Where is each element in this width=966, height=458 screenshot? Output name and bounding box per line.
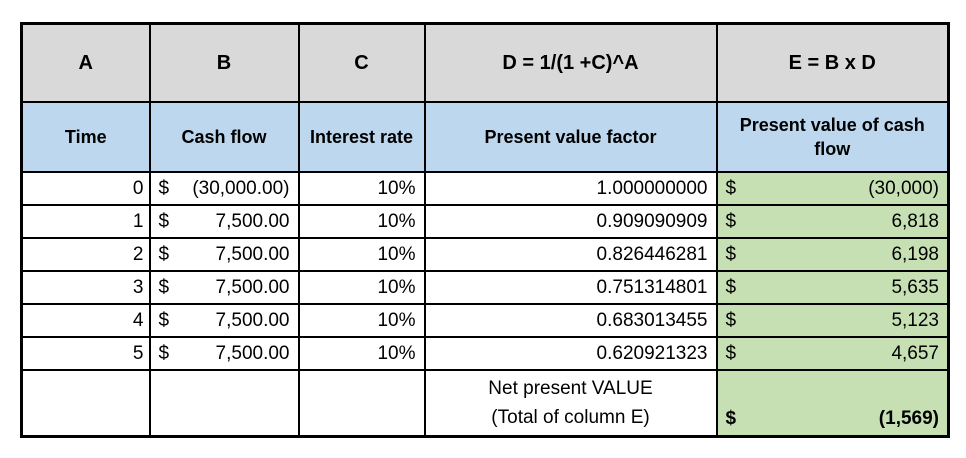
interest-rate-cell[interactable]: 10% [297,270,426,305]
header-time-cell[interactable]: Time [20,101,151,173]
currency-symbol: $ [725,309,737,331]
npv-total-amount: (1,569) [878,408,939,429]
cash-amount: (30,000.00) [192,177,290,199]
table-row: 4 $ 7,500.00 10% 0.683013455 $ 5,123 [20,303,950,338]
col-letter-c-cell[interactable]: C [297,22,426,103]
cash-flow-cell[interactable]: $ 7,500.00 [148,204,300,239]
pv-factor-cell[interactable]: 0.826446281 [423,237,718,272]
currency-symbol: $ [158,210,170,232]
col-formula-d-cell[interactable]: D = 1/(1 +C)^A [423,22,718,103]
pv-cash-cell[interactable]: $ (30,000) [715,171,950,206]
pv-factor-cell[interactable]: 1.000000000 [423,171,718,206]
formula-letter-row: A B C D = 1/(1 +C)^A E = B x D [20,22,950,103]
time-cell[interactable]: 0 [20,171,151,206]
empty-cell[interactable] [297,369,426,438]
currency-symbol: $ [725,243,737,265]
pv-cash-cell[interactable]: $ 6,198 [715,237,950,272]
interest-rate-cell[interactable]: 10% [297,303,426,338]
pv-factor-cell[interactable]: 0.751314801 [423,270,718,305]
time-cell[interactable]: 1 [20,204,151,239]
header-interest-rate-cell[interactable]: Interest rate [297,101,426,173]
time-cell[interactable]: 2 [20,237,151,272]
empty-cell[interactable] [20,369,151,438]
cash-flow-cell[interactable]: $ (30,000.00) [148,171,300,206]
npv-table: A B C D = 1/(1 +C)^A E = B x D Time Cash… [20,22,950,438]
time-cell[interactable]: 5 [20,336,151,371]
cash-amount: 7,500.00 [215,309,290,331]
pv-amount: 4,657 [891,342,939,364]
pv-amount: 6,818 [891,210,939,232]
pv-amount: 5,635 [891,276,939,298]
npv-total-row: Net present VALUE (Total of column E) $ … [20,369,950,438]
table-row: 2 $ 7,500.00 10% 0.826446281 $ 6,198 [20,237,950,272]
interest-rate-cell[interactable]: 10% [297,336,426,371]
cash-flow-cell[interactable]: $ 7,500.00 [148,237,300,272]
currency-symbol: $ [158,177,170,199]
pv-amount: (30,000) [868,177,939,199]
currency-symbol: $ [725,342,737,364]
interest-rate-cell[interactable]: 10% [297,237,426,272]
npv-value-cell[interactable]: $ (1,569) [715,369,950,438]
cash-flow-cell[interactable]: $ 7,500.00 [148,270,300,305]
interest-rate-cell[interactable]: 10% [297,171,426,206]
pv-factor-cell[interactable]: 0.683013455 [423,303,718,338]
time-cell[interactable]: 3 [20,270,151,305]
table-row: 1 $ 7,500.00 10% 0.909090909 $ 6,818 [20,204,950,239]
col-formula-e-cell[interactable]: E = B x D [715,22,950,103]
table-row: 3 $ 7,500.00 10% 0.751314801 $ 5,635 [20,270,950,305]
cash-flow-cell[interactable]: $ 7,500.00 [148,336,300,371]
currency-symbol: $ [725,177,737,199]
currency-symbol: $ [158,309,170,331]
cash-amount: 7,500.00 [215,210,290,232]
header-pv-cash-flow-cell[interactable]: Present value of cash flow [715,101,950,173]
time-cell[interactable]: 4 [20,303,151,338]
col-letter-b-cell[interactable]: B [148,22,300,103]
pv-factor-cell[interactable]: 0.909090909 [423,204,718,239]
cash-flow-cell[interactable]: $ 7,500.00 [148,303,300,338]
pv-factor-cell[interactable]: 0.620921323 [423,336,718,371]
col-letter-a-cell[interactable]: A [20,22,151,103]
currency-symbol: $ [158,276,170,298]
interest-rate-cell[interactable]: 10% [297,204,426,239]
header-pv-factor-cell[interactable]: Present value factor [423,101,718,173]
table-row: 5 $ 7,500.00 10% 0.620921323 $ 4,657 [20,336,950,371]
currency-symbol: $ [158,243,170,265]
npv-label-line-1: Net present VALUE [488,377,653,399]
pv-cash-cell[interactable]: $ 6,818 [715,204,950,239]
currency-symbol: $ [725,276,737,298]
cash-amount: 7,500.00 [215,342,290,364]
pv-amount: 6,198 [891,243,939,265]
cash-amount: 7,500.00 [215,243,290,265]
currency-symbol: $ [158,342,170,364]
column-header-row: Time Cash flow Interest rate Present val… [20,101,950,173]
pv-cash-cell[interactable]: $ 5,635 [715,270,950,305]
cash-amount: 7,500.00 [215,276,290,298]
pv-amount: 5,123 [891,309,939,331]
table-row: 0 $ (30,000.00) 10% 1.000000000 $ (30,00… [20,171,950,206]
npv-label-line-2: (Total of column E) [491,407,650,428]
pv-cash-cell[interactable]: $ 4,657 [715,336,950,371]
pv-cash-cell[interactable]: $ 5,123 [715,303,950,338]
header-cash-flow-cell[interactable]: Cash flow [148,101,300,173]
currency-symbol: $ [725,408,737,429]
empty-cell[interactable] [148,369,300,438]
npv-label-cell[interactable]: Net present VALUE (Total of column E) [423,369,718,438]
currency-symbol: $ [725,210,737,232]
